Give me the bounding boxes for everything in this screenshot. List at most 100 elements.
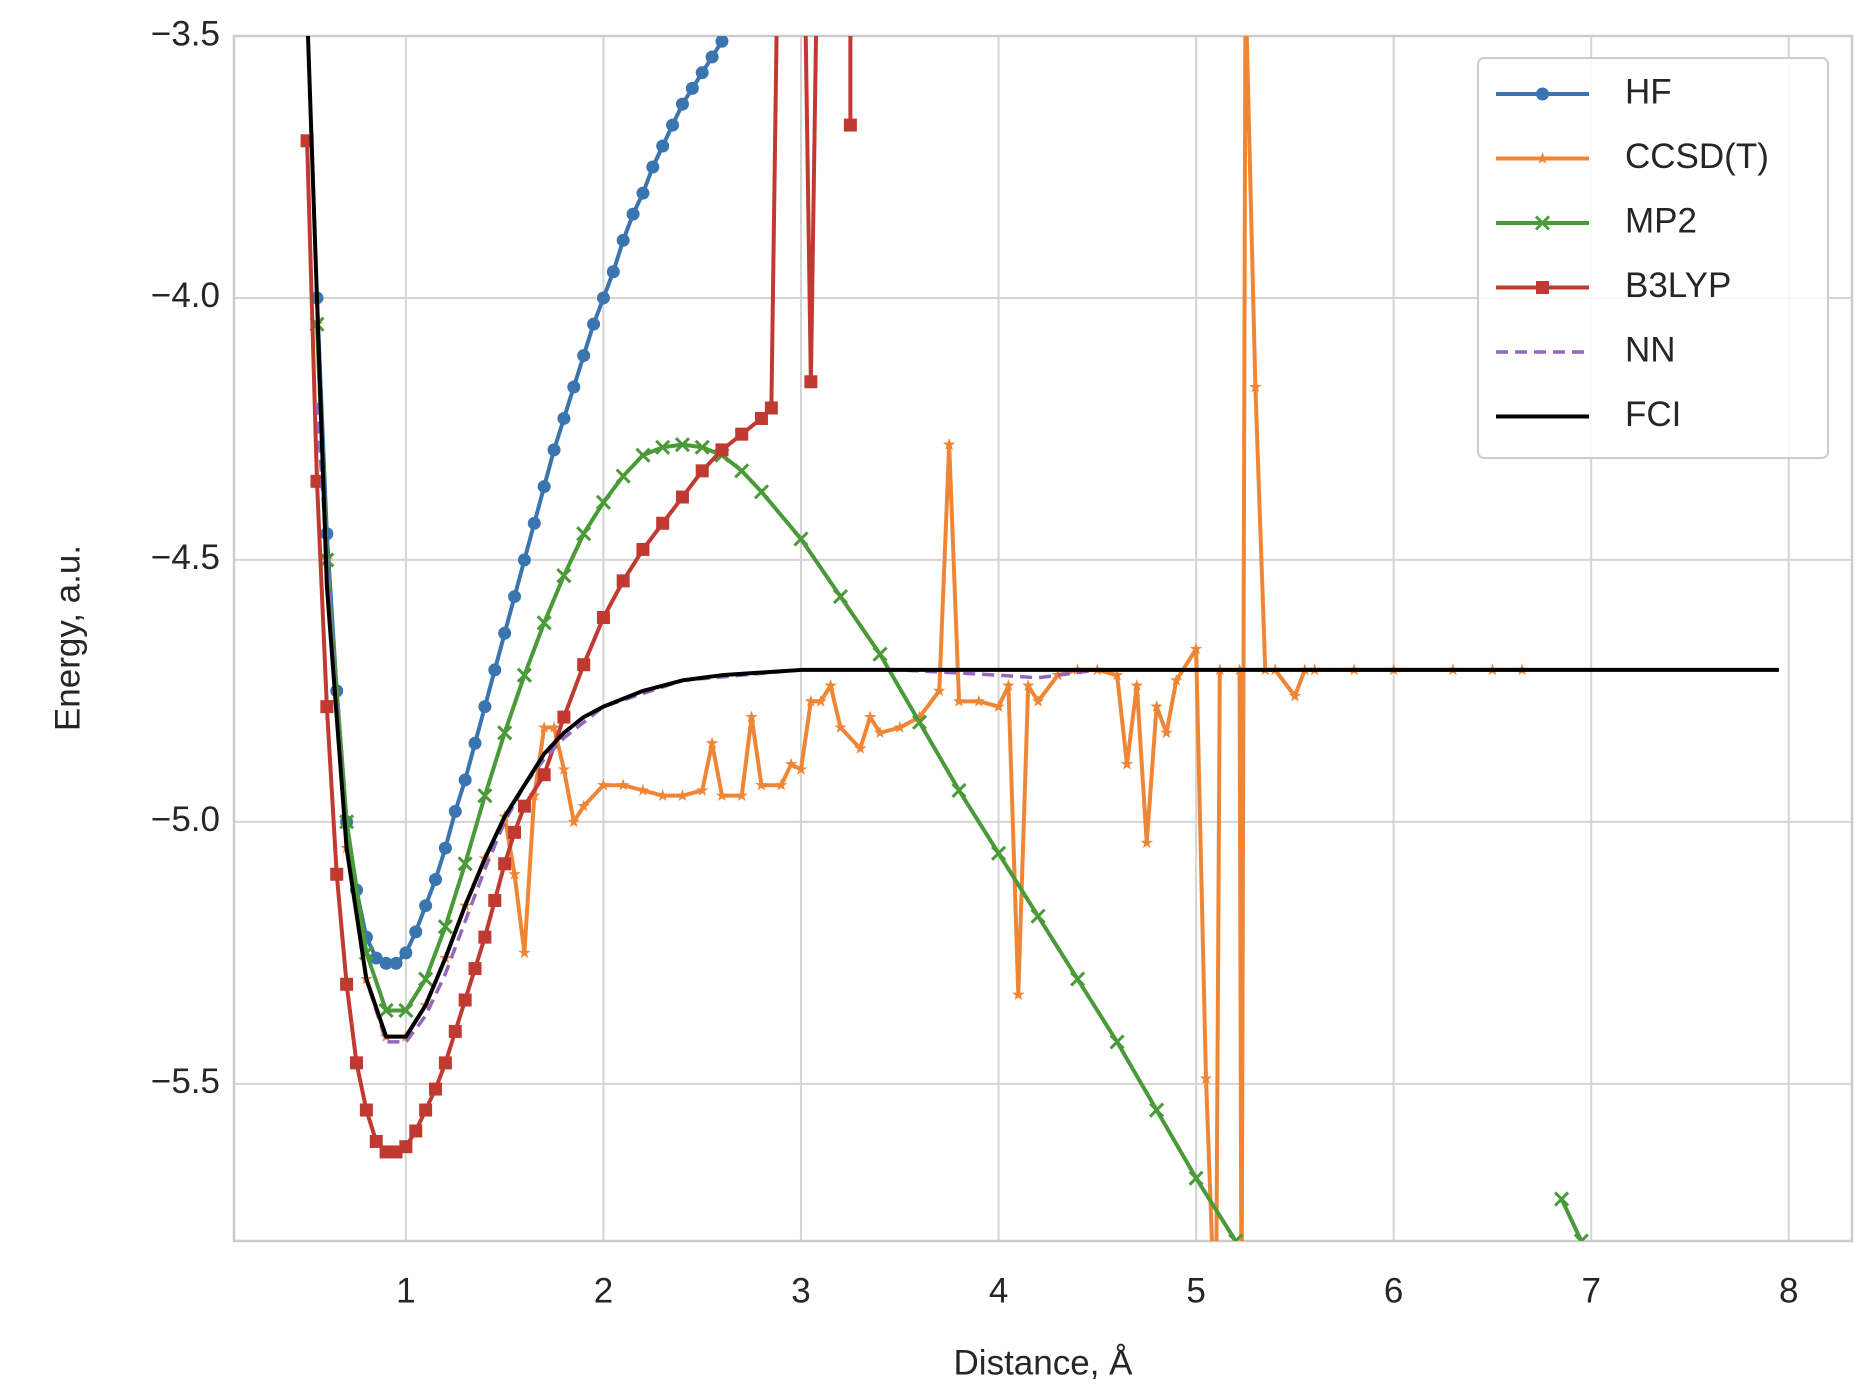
marker	[1149, 1102, 1165, 1118]
marker	[1188, 1170, 1204, 1186]
marker	[1160, 726, 1173, 739]
x-tick-label: 4	[989, 1271, 1008, 1310]
marker	[753, 484, 770, 500]
marker	[536, 615, 552, 631]
marker	[636, 542, 650, 556]
marker	[577, 658, 591, 672]
marker	[557, 762, 571, 775]
marker	[389, 1145, 403, 1159]
legend-label: HF	[1625, 72, 1672, 111]
marker	[715, 36, 729, 48]
marker	[516, 667, 532, 683]
marker	[597, 778, 610, 791]
marker	[992, 700, 1005, 712]
marker	[754, 411, 768, 425]
marker	[1573, 1233, 1589, 1241]
x-tick-label: 6	[1384, 1271, 1403, 1310]
marker	[1288, 689, 1302, 702]
marker	[596, 291, 610, 305]
marker	[1189, 642, 1203, 655]
marker	[804, 694, 818, 707]
marker	[824, 679, 837, 691]
marker	[448, 1024, 462, 1038]
marker	[419, 1103, 433, 1117]
marker	[389, 956, 403, 970]
marker	[1031, 694, 1045, 707]
marker	[834, 721, 847, 733]
x-tick-label: 1	[396, 1271, 415, 1310]
marker	[477, 788, 493, 804]
marker	[745, 710, 758, 723]
marker	[626, 207, 640, 221]
marker	[488, 663, 502, 677]
marker	[764, 401, 778, 415]
marker	[595, 494, 611, 510]
marker	[933, 684, 946, 697]
marker	[655, 439, 671, 455]
marker	[438, 841, 452, 855]
marker	[498, 626, 512, 640]
y-tick-label: −5.5	[151, 1062, 220, 1101]
marker	[1130, 679, 1144, 691]
marker	[675, 97, 689, 111]
marker	[951, 782, 967, 798]
marker	[488, 893, 502, 907]
marker	[734, 463, 750, 479]
marker	[379, 956, 393, 970]
marker	[458, 993, 472, 1007]
marker	[438, 1056, 452, 1070]
marker	[646, 160, 660, 174]
marker	[517, 799, 531, 813]
marker	[310, 474, 324, 488]
marker	[547, 443, 561, 457]
legend-label: NN	[1625, 330, 1676, 369]
marker	[567, 380, 581, 394]
legend-label: FCI	[1625, 395, 1681, 434]
marker	[775, 778, 788, 791]
marker	[873, 726, 887, 739]
marker	[517, 553, 531, 567]
marker	[952, 694, 966, 707]
y-tick-label: −3.5	[151, 14, 220, 53]
marker	[458, 773, 472, 787]
marker	[537, 721, 551, 733]
plot-area	[300, 36, 1779, 1241]
marker	[399, 946, 413, 960]
marker	[369, 1134, 383, 1148]
marker	[676, 789, 689, 801]
marker	[527, 516, 541, 530]
x-axis-label: Distance, Å	[954, 1343, 1134, 1382]
marker	[606, 265, 620, 279]
y-tick-label: −4.0	[151, 276, 220, 315]
marker	[448, 804, 462, 818]
x-tick-label: 5	[1186, 1271, 1205, 1310]
marker	[409, 1124, 423, 1138]
marker	[340, 977, 354, 991]
marker	[814, 694, 827, 707]
marker	[695, 66, 709, 80]
marker	[832, 589, 849, 605]
marker	[508, 590, 522, 604]
marker	[942, 438, 956, 450]
marker	[804, 375, 818, 389]
marker	[705, 736, 719, 749]
marker	[418, 971, 434, 987]
marker	[695, 464, 709, 478]
marker	[1140, 836, 1153, 849]
marker	[854, 742, 867, 754]
marker	[685, 81, 699, 95]
marker	[1051, 668, 1064, 681]
marker	[656, 139, 670, 153]
marker	[537, 480, 551, 494]
marker	[666, 118, 680, 132]
marker	[872, 646, 888, 662]
marker	[478, 930, 492, 944]
marker	[913, 710, 926, 723]
marker	[1002, 679, 1015, 691]
marker	[369, 951, 383, 965]
marker	[1120, 757, 1134, 770]
marker	[656, 789, 669, 801]
marker	[1070, 971, 1086, 987]
